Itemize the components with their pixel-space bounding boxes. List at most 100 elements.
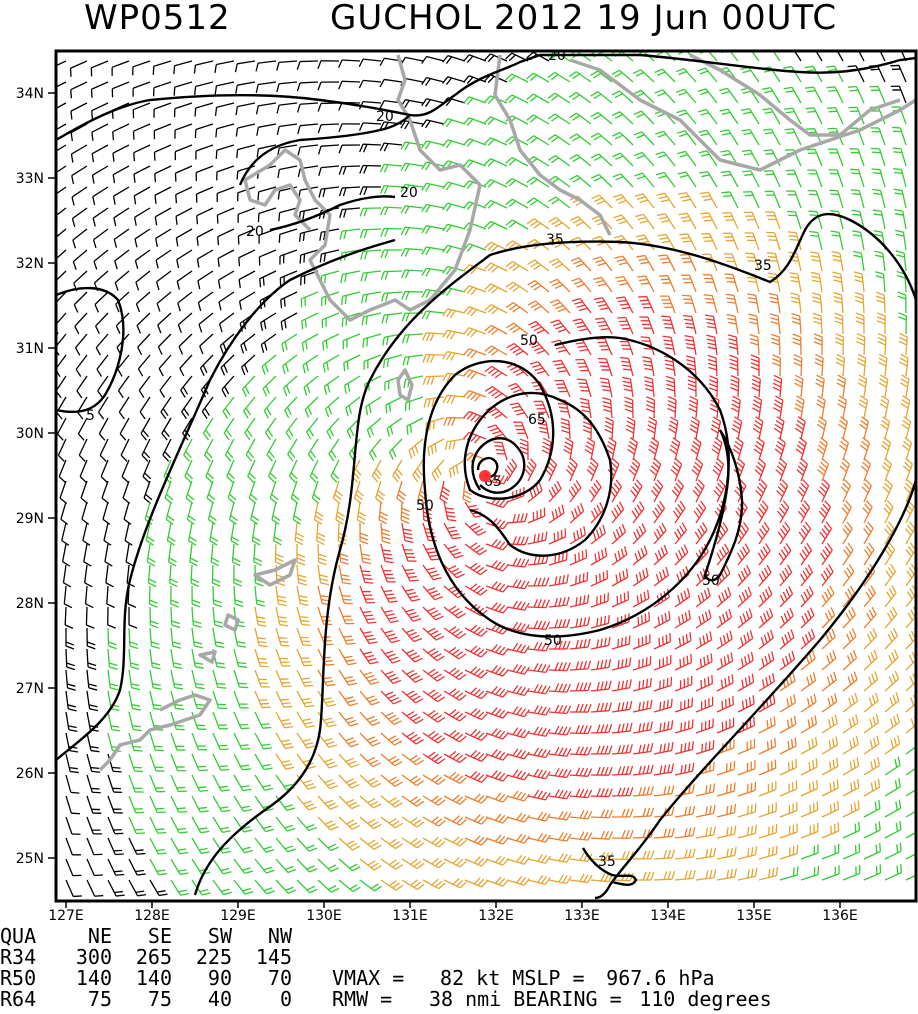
wind-barb (107, 858, 125, 876)
wind-barb (422, 816, 446, 827)
wind-barb (464, 645, 488, 658)
wind-barb (222, 396, 235, 419)
wind-barb (505, 73, 529, 83)
wind-barb (338, 711, 359, 727)
wind-barb (674, 762, 695, 776)
wind-barb (296, 837, 318, 852)
wind-barb (697, 88, 718, 104)
wind-barb (737, 760, 756, 776)
wind-barb (773, 416, 785, 440)
wind-barb (296, 879, 318, 894)
wind-barb (464, 877, 488, 888)
wind-barb (227, 480, 237, 504)
wind-barb (590, 723, 613, 734)
wind-barb (569, 594, 590, 608)
wind-barb (107, 837, 124, 856)
coast-shikoku (569, 58, 916, 172)
wind-barb (380, 816, 403, 829)
wind-barb (569, 682, 592, 692)
wind-barb (878, 353, 888, 377)
wind-barb (401, 816, 425, 828)
wind-barb (697, 108, 718, 125)
lat-tick-label: 30N (16, 426, 44, 442)
wind-barb (191, 585, 201, 608)
wind-barb (78, 438, 88, 462)
wind-barb (821, 585, 835, 608)
wind-barb (653, 870, 676, 881)
wind-barb (113, 207, 130, 227)
cell-value: 145 (255, 945, 292, 969)
wind-barb (256, 144, 277, 158)
wind-barb (317, 60, 340, 69)
wind-barb (58, 459, 67, 483)
wind-barb (278, 207, 298, 222)
lon-tick-label: 129E (220, 908, 256, 920)
wind-barb (527, 507, 546, 524)
wind-barb (577, 378, 592, 398)
wind-barb (65, 690, 77, 712)
cell-value: 40 (207, 987, 232, 1011)
wind-barb (149, 648, 161, 670)
wind-barb (132, 123, 151, 140)
wind-barb (112, 123, 130, 141)
wind-barb (880, 416, 891, 440)
wind-barb (358, 79, 382, 89)
wind-barb (464, 666, 488, 679)
coast-island-1 (396, 368, 414, 402)
wind-barb (379, 163, 403, 173)
wind-barb (254, 879, 275, 895)
wind-barb (133, 207, 151, 226)
wind-barb (905, 542, 916, 566)
wind-barb (590, 851, 614, 862)
wind-barb (128, 858, 146, 876)
wind-barb (464, 522, 487, 536)
wind-barb (317, 690, 337, 707)
wind-barb (260, 312, 277, 332)
wind-barb (148, 585, 158, 608)
wind-barb (241, 354, 256, 376)
wind-barb (317, 564, 329, 586)
bearing-value: 110 degrees (639, 987, 772, 1011)
wind-barb (335, 501, 345, 525)
wind-barb (443, 667, 467, 681)
wind-barb (776, 500, 790, 524)
wind-barb (56, 165, 67, 174)
wind-barb (695, 674, 714, 692)
wind-barb (194, 81, 214, 96)
wind-barb (443, 646, 467, 660)
wind-barb (513, 421, 529, 440)
wind-barb (548, 704, 572, 715)
wind-barb (86, 774, 101, 794)
wind-barb (779, 780, 798, 797)
wind-barb (758, 824, 778, 839)
wind-barb (776, 479, 789, 503)
wind-barb (661, 315, 676, 335)
wind-barb (716, 782, 736, 797)
wind-barb (526, 72, 550, 83)
lon-tick-label: 131E (392, 908, 428, 920)
wind-barb (324, 396, 340, 418)
wind-barb (442, 118, 466, 128)
wind-barb (569, 502, 585, 524)
wind-barb (526, 176, 550, 188)
wind-barb (380, 543, 394, 564)
wind-barb (99, 438, 109, 462)
wind-barb (255, 60, 277, 72)
wind-barb (128, 753, 144, 773)
wind-barb (296, 858, 318, 873)
wind-barb (800, 801, 819, 818)
contour-label: 50 (416, 498, 434, 514)
wind-barb (198, 312, 214, 333)
wind-barb (758, 629, 774, 650)
wind-barb (783, 65, 802, 83)
wind-barb (547, 71, 571, 83)
wind-barb (191, 753, 208, 772)
wind-barb (703, 294, 718, 314)
wind-barb (296, 669, 314, 687)
wind-barb (678, 212, 697, 230)
wind-barb (506, 579, 530, 590)
wind-barb (650, 479, 664, 503)
wind-barb (292, 501, 302, 525)
wind-barb (798, 521, 812, 545)
contour-label: 50 (544, 633, 562, 649)
